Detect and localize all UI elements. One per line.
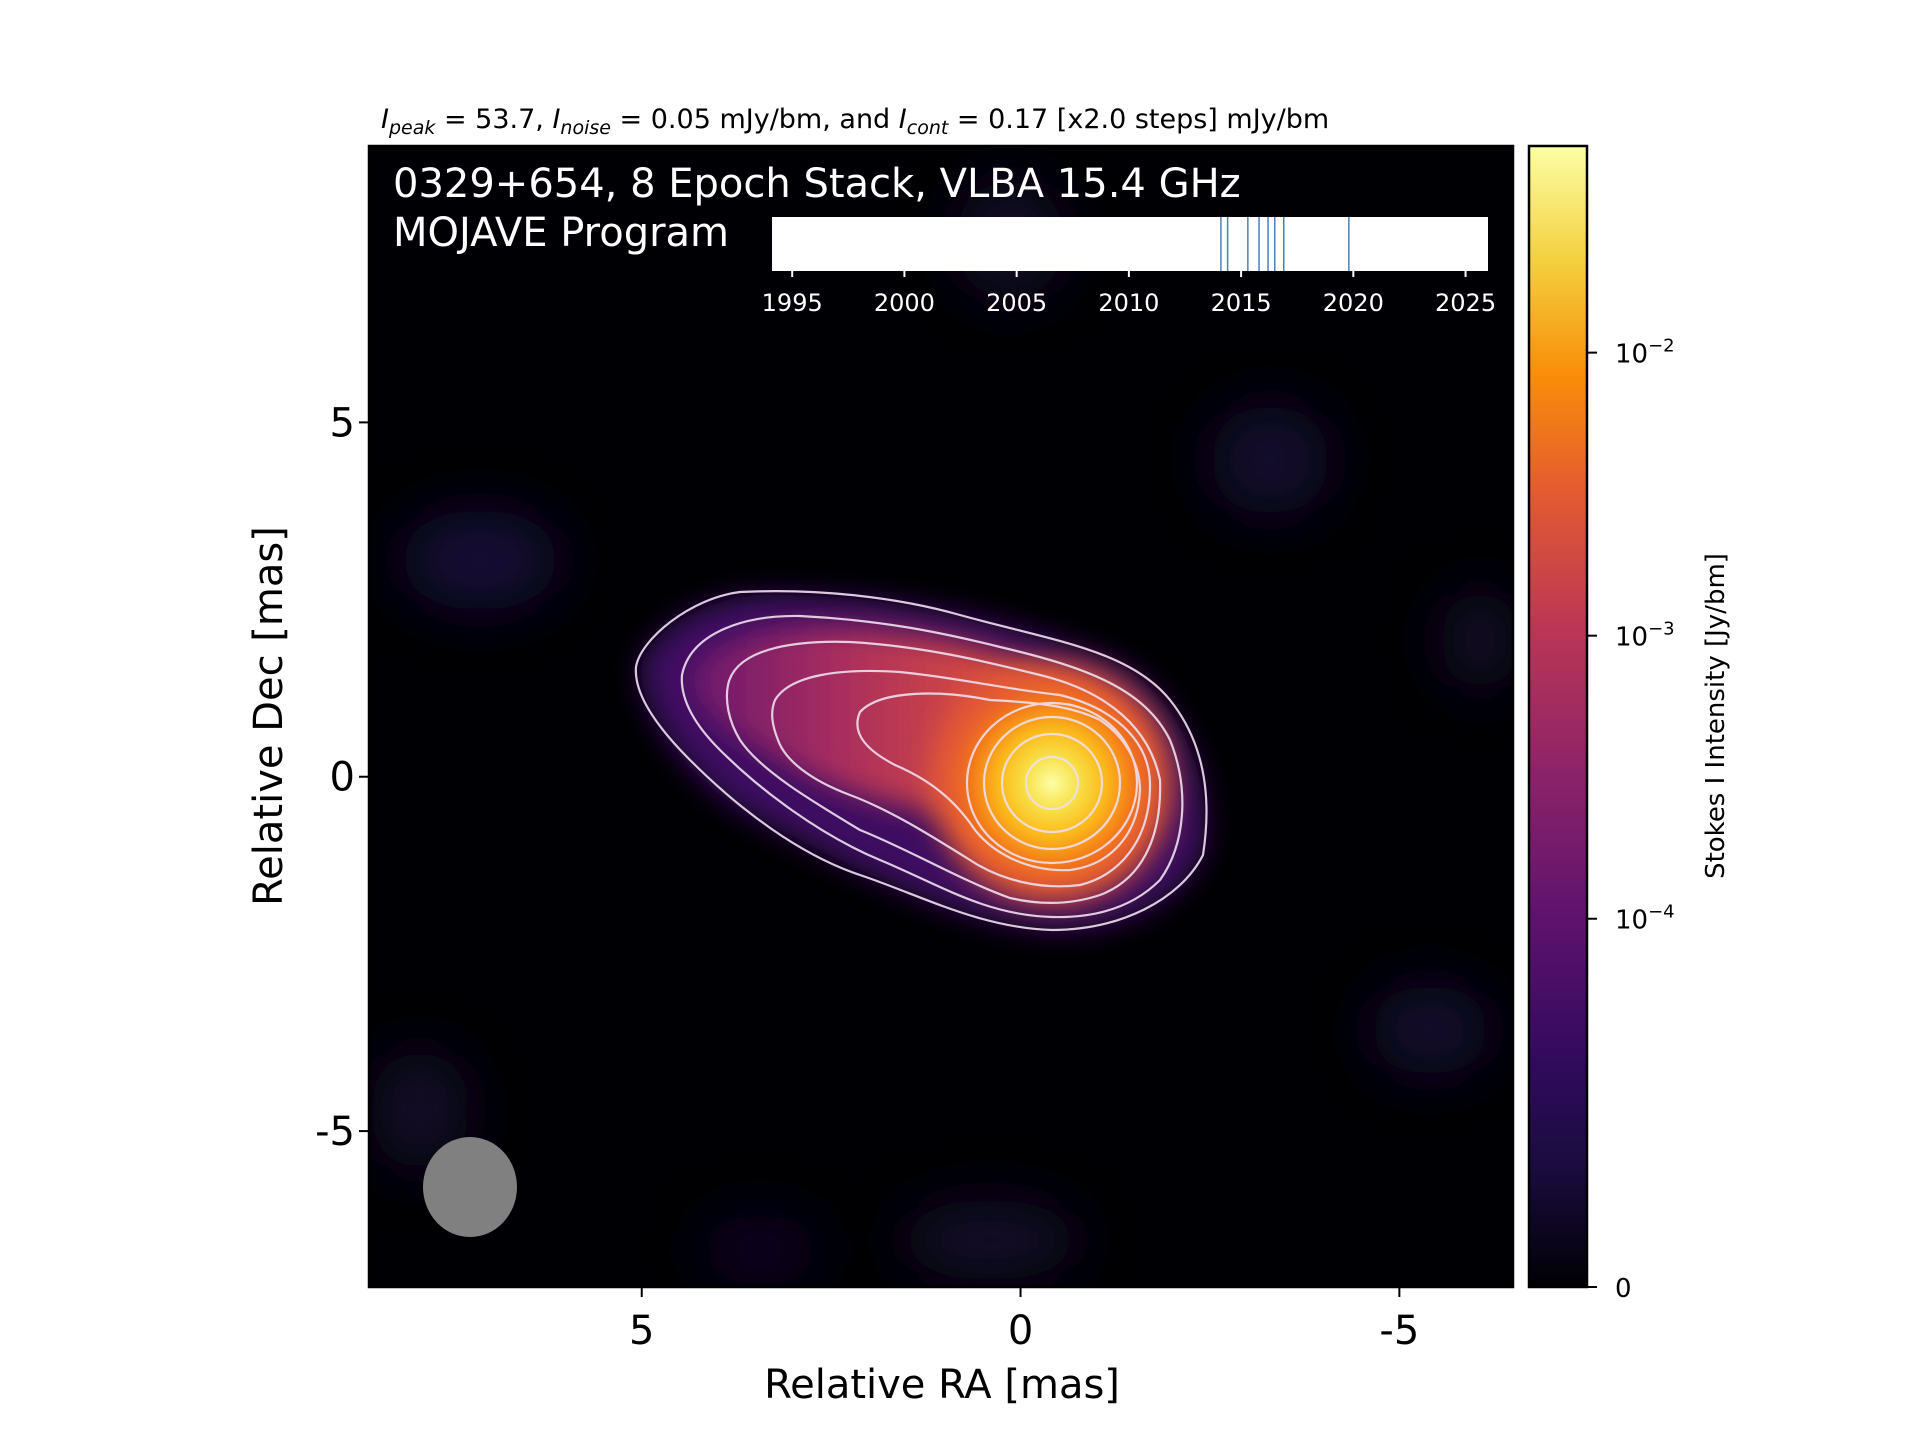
colorbar-tick-label-1: 10−3 — [1615, 619, 1675, 653]
y-tick-label-1: 0 — [330, 755, 355, 801]
i-cont-symbol: I — [899, 104, 907, 135]
contour-7 — [982, 715, 1122, 851]
timeline-tick-label-4: 2015 — [1211, 289, 1272, 317]
y-axis-label: Relative Dec [mas] — [246, 526, 292, 906]
x-tick-label-2: -5 — [1379, 1308, 1419, 1354]
colorbar-label: Stokes I Intensity [Jy/bm] — [1701, 553, 1731, 879]
y-axis-ticks: 5 0 -5 — [315, 400, 369, 1155]
contour-4 — [771, 669, 1152, 888]
timeline-tick-label-5: 2020 — [1323, 289, 1384, 317]
y-tick-label-2: -5 — [315, 1109, 355, 1155]
contour-2 — [680, 614, 1184, 919]
stats-header: Ipeak = 53.7, Inoise = 0.05 mJy/bm, and … — [381, 104, 1329, 139]
plot-frame — [367, 144, 1515, 1289]
i-cont-value: = 0.17 [x2.0 steps] mJy/bm — [948, 104, 1329, 135]
timeline-tick-label-6: 2025 — [1435, 289, 1496, 317]
contours — [634, 590, 1208, 932]
map-title-line1: 0329+654, 8 Epoch Stack, VLBA 15.4 GHz — [393, 161, 1241, 207]
i-cont-subscript: cont — [907, 117, 950, 139]
timeline-tick-label-2: 2005 — [986, 289, 1047, 317]
map-title-line2: MOJAVE Program — [393, 210, 729, 256]
x-tick-label-1: 0 — [1008, 1308, 1033, 1354]
timeline-tick-label-3: 2010 — [1098, 289, 1159, 317]
i-peak-symbol: I — [381, 104, 389, 135]
timeline-box — [772, 217, 1488, 271]
beam-ellipse — [423, 1137, 517, 1237]
epoch-timeline: 1995 2000 2005 2010 2015 2020 2025 — [762, 217, 1496, 317]
contour-1 — [634, 590, 1208, 932]
i-noise-subscript: noise — [560, 117, 611, 139]
i-peak-subscript: peak — [388, 117, 436, 139]
contour-3 — [725, 640, 1162, 904]
timeline-epochs — [1220, 217, 1350, 271]
timeline-ticks: 1995 2000 2005 2010 2015 2020 2025 — [762, 271, 1496, 317]
timeline-tick-label-0: 1995 — [762, 289, 823, 317]
y-tick-label-0: 5 — [330, 400, 355, 446]
colorbar: 10−2 10−3 10−4 0 Stokes I Intensity [Jy/bm] — [1527, 144, 1731, 1304]
intensity-map — [369, 146, 1513, 1287]
contour-5 — [856, 692, 1142, 872]
colorbar-tick-label-2: 10−4 — [1615, 902, 1675, 936]
x-tick-label-0: 5 — [629, 1308, 654, 1354]
colorbar-tick-label-0: 10−2 — [1615, 336, 1675, 370]
noise-patches — [370, 180, 1513, 1285]
i-noise-value: = 0.05 mJy/bm, and — [611, 104, 899, 135]
contour-6 — [965, 701, 1139, 865]
x-axis-label: Relative RA [mas] — [764, 1362, 1120, 1408]
core-emission — [942, 673, 1162, 893]
colorbar-ticks: 10−2 10−3 10−4 0 — [1587, 336, 1675, 1304]
i-noise-symbol: I — [552, 104, 560, 135]
colorbar-gradient — [1527, 144, 1589, 1289]
x-axis-ticks: 5 0 -5 — [629, 1287, 1419, 1354]
contour-9 — [1024, 755, 1080, 811]
colorbar-tick-label-3: 0 — [1615, 1274, 1632, 1304]
contour-8 — [1000, 732, 1104, 834]
i-peak-value: = 53.7, — [435, 104, 552, 135]
timeline-tick-label-1: 2000 — [874, 289, 935, 317]
